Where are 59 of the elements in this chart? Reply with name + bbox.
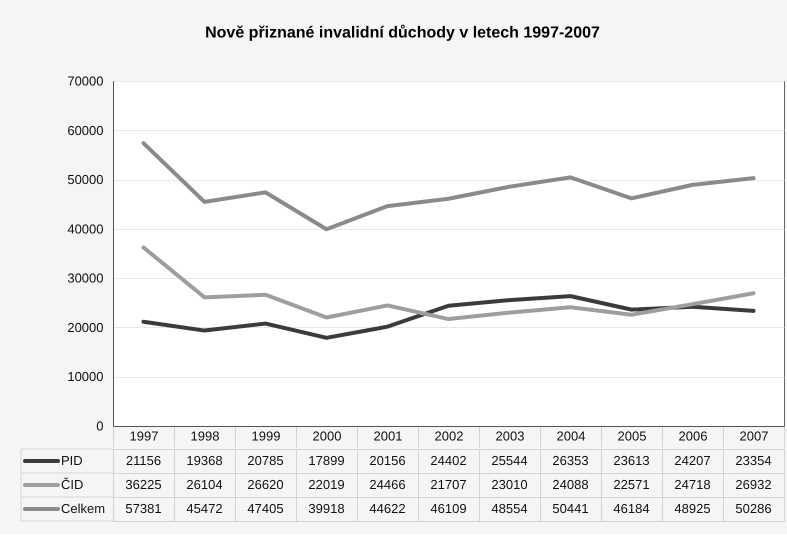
data-label: 19368	[186, 453, 223, 468]
data-label: 21707	[430, 477, 467, 492]
data-label: 21156	[126, 453, 162, 468]
line-series	[142, 294, 756, 340]
legend-label: PID	[61, 453, 83, 468]
data-label: 57381	[125, 501, 162, 516]
x-tick-label: 2001	[374, 428, 402, 444]
data-label: 22571	[613, 477, 650, 492]
data-label: 26104	[186, 477, 223, 492]
x-tick-label: 1999	[252, 428, 280, 444]
y-tick-label: 30000	[67, 270, 104, 286]
y-tick-label: 40000	[67, 221, 104, 236]
y-tick-label: 0	[96, 418, 104, 434]
data-label: 26620	[247, 477, 284, 492]
line-series	[142, 141, 756, 232]
x-tick-label: 2007	[740, 428, 768, 444]
legend-label: ČID	[61, 477, 84, 492]
y-tick-label: 20000	[67, 320, 104, 335]
data-label: 44622	[369, 501, 406, 516]
data-label: 20156	[369, 453, 406, 468]
data-label: 26353	[552, 453, 589, 468]
y-tick-label: 10000	[67, 369, 104, 384]
x-tick-label: 2002	[434, 428, 464, 444]
data-label: 24466	[369, 477, 406, 492]
data-label: 26932	[735, 477, 772, 492]
data-label: 48925	[674, 501, 711, 516]
data-label: 47405	[247, 501, 284, 516]
data-label: 46184	[613, 501, 650, 516]
data-label: 17899	[308, 453, 345, 468]
x-tick-label: 1998	[190, 428, 220, 444]
y-tick-label: 60000	[67, 122, 104, 138]
data-label: 25544	[491, 453, 528, 468]
chart-title: Nově přiznané invalidní důchody v letech 1997-2007	[205, 24, 600, 42]
data-label: 36225	[125, 477, 162, 492]
data-label: 22019	[308, 477, 345, 492]
x-tick-label: 2004	[556, 428, 586, 444]
data-label: 48554	[491, 501, 528, 516]
data-label: 46109	[430, 501, 467, 516]
data-label: 23613	[613, 453, 650, 468]
x-tick-label: 1997	[130, 428, 158, 444]
data-label: 23354	[735, 453, 772, 468]
data-label: 24402	[430, 453, 467, 468]
legend-label: Celkem	[61, 501, 106, 516]
y-tick-label: 70000	[67, 74, 104, 88]
data-label: 39918	[308, 501, 345, 516]
y-tick-label: 50000	[67, 172, 104, 188]
data-label: 24088	[552, 477, 589, 492]
x-tick-label: 2003	[496, 428, 524, 444]
line-series	[142, 245, 756, 322]
x-tick-label: 2005	[618, 428, 646, 444]
data-label: 20785	[247, 453, 284, 468]
data-label: 45472	[186, 501, 223, 516]
x-tick-label: 2000	[312, 428, 342, 444]
data-label: 24718	[674, 477, 711, 492]
x-tick-label: 2006	[678, 428, 708, 444]
data-label: 23010	[491, 477, 528, 492]
data-label: 50441	[552, 501, 589, 516]
data-label: 24207	[674, 453, 711, 468]
data-label: 50286	[735, 501, 772, 516]
